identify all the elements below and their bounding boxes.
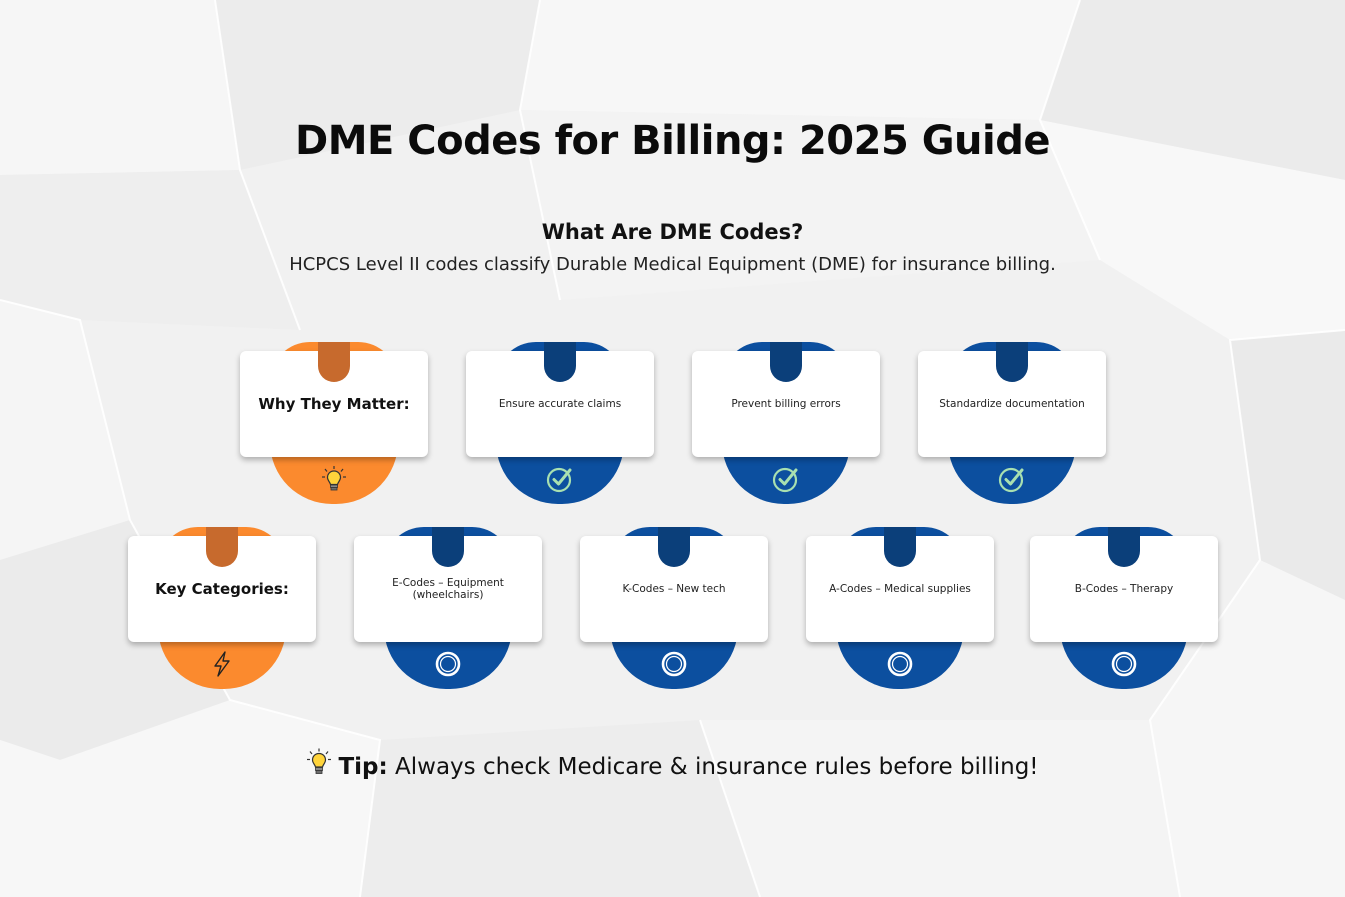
check-circle-icon <box>997 464 1027 494</box>
check-circle-icon <box>771 464 801 494</box>
section-description: HCPCS Level II codes classify Durable Me… <box>289 254 1056 275</box>
card-label: E-Codes – Equipment (wheelchairs) <box>392 577 504 601</box>
section-subtitle: What Are DME Codes? <box>541 220 804 244</box>
benefit-card-3: Standardize documentation <box>918 342 1106 504</box>
why-they-matter-card: Why They Matter: <box>240 342 428 504</box>
lightbulb-icon <box>306 748 332 784</box>
card-label: Prevent billing errors <box>731 398 841 410</box>
ring-icon <box>1109 649 1139 679</box>
card-label: Why They Matter: <box>258 395 410 413</box>
card-label: K-Codes – New tech <box>622 583 726 595</box>
category-card-a-codes: A-Codes – Medical supplies <box>806 527 994 689</box>
category-card-k-codes: K-Codes – New tech <box>580 527 768 689</box>
card-tongue <box>318 342 350 382</box>
benefit-card-1: Ensure accurate claims <box>466 342 654 504</box>
ring-icon <box>659 649 689 679</box>
benefit-card-2: Prevent billing errors <box>692 342 880 504</box>
lightbulb-icon <box>319 464 349 494</box>
tip-text: Always check Medicare & insurance rules … <box>387 754 1039 780</box>
category-card-b-codes: B-Codes – Therapy <box>1030 527 1218 689</box>
page-title: DME Codes for Billing: 2025 Guide <box>294 118 1051 164</box>
card-label: A-Codes – Medical supplies <box>829 583 971 595</box>
check-circle-icon <box>545 464 575 494</box>
key-categories-card: Key Categories: <box>128 527 316 689</box>
ring-icon <box>885 649 915 679</box>
card-label: Ensure accurate claims <box>498 398 622 410</box>
category-card-e-codes: E-Codes – Equipment (wheelchairs) <box>354 527 542 689</box>
tip-line: Tip: Always check Medicare & insurance r… <box>0 748 1345 784</box>
card-label: Key Categories: <box>155 580 289 598</box>
tip-prefix: Tip: <box>338 754 388 780</box>
card-label: Standardize documentation <box>939 398 1085 410</box>
lightning-icon <box>207 649 237 679</box>
ring-icon <box>433 649 463 679</box>
card-label: B-Codes – Therapy <box>1074 583 1174 595</box>
